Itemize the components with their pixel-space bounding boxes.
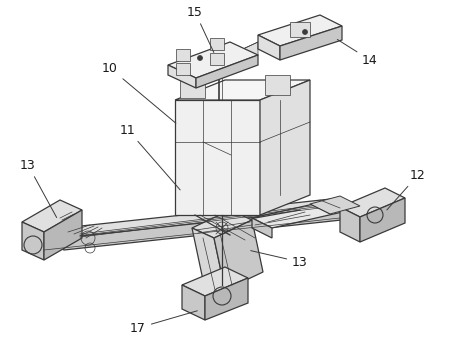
Polygon shape — [213, 220, 262, 290]
Polygon shape — [44, 210, 82, 260]
Text: 15: 15 — [187, 5, 213, 53]
Polygon shape — [175, 80, 309, 100]
Polygon shape — [192, 228, 225, 290]
Polygon shape — [339, 188, 404, 217]
Bar — [175, 63, 189, 75]
Text: 17: 17 — [130, 311, 197, 334]
Circle shape — [302, 29, 307, 34]
Polygon shape — [264, 75, 290, 95]
Polygon shape — [252, 198, 359, 228]
Polygon shape — [22, 222, 44, 260]
Polygon shape — [168, 42, 258, 78]
Polygon shape — [22, 200, 82, 232]
Polygon shape — [230, 42, 258, 68]
Polygon shape — [258, 15, 341, 46]
Polygon shape — [182, 285, 205, 320]
Text: 13: 13 — [250, 251, 307, 268]
Polygon shape — [179, 80, 205, 98]
Polygon shape — [259, 80, 309, 215]
Text: 11: 11 — [120, 124, 180, 190]
Bar — [290, 22, 309, 37]
Text: 12: 12 — [386, 169, 425, 210]
Polygon shape — [168, 65, 196, 88]
Polygon shape — [258, 35, 279, 60]
Polygon shape — [196, 55, 258, 88]
Text: 14: 14 — [336, 39, 377, 67]
Polygon shape — [44, 208, 359, 250]
Polygon shape — [192, 210, 252, 238]
Polygon shape — [205, 278, 248, 320]
Polygon shape — [182, 267, 248, 296]
Text: 13: 13 — [20, 159, 56, 218]
Polygon shape — [339, 207, 359, 242]
Circle shape — [197, 55, 202, 61]
Polygon shape — [279, 26, 341, 60]
Bar — [175, 49, 189, 61]
Polygon shape — [175, 100, 259, 215]
Bar — [210, 38, 224, 50]
Bar — [210, 53, 224, 65]
Polygon shape — [44, 198, 359, 240]
Polygon shape — [359, 198, 404, 242]
Text: 10: 10 — [102, 62, 175, 123]
Polygon shape — [252, 218, 272, 238]
Polygon shape — [309, 196, 359, 214]
